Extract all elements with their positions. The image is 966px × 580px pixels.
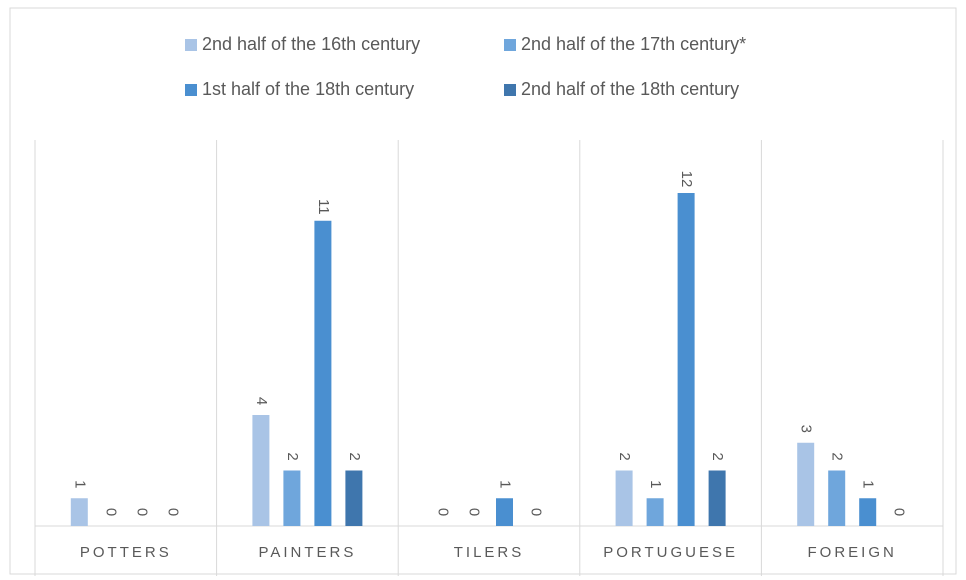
data-label: 1 <box>647 480 664 488</box>
legend-swatch <box>504 39 516 51</box>
data-label: 3 <box>798 425 815 433</box>
bar <box>859 498 877 526</box>
legend-swatch <box>185 84 197 96</box>
data-label: 0 <box>102 508 119 516</box>
legend-label: 2nd half of the 17th century* <box>521 34 746 54</box>
data-label: 11 <box>315 199 332 215</box>
data-label: 0 <box>164 508 181 516</box>
x-tick-label: TILERS <box>454 544 525 561</box>
legend-swatch <box>504 84 516 96</box>
data-label: 2 <box>829 452 846 460</box>
data-label: 2 <box>346 452 363 460</box>
data-label: 1 <box>71 480 88 488</box>
bar <box>828 470 846 526</box>
data-label: 2 <box>709 452 726 460</box>
x-tick-label: PAINTERS <box>258 544 356 561</box>
data-label: 2 <box>616 452 633 460</box>
data-label: 12 <box>678 171 695 188</box>
chart-frame <box>9 7 957 575</box>
x-tick-label: POTTERS <box>80 544 172 561</box>
data-label: 1 <box>497 480 514 488</box>
data-label: 0 <box>891 508 908 516</box>
bar <box>345 470 363 526</box>
data-label: 4 <box>253 397 270 405</box>
x-tick-label: PORTUGUESE <box>603 544 738 561</box>
bar <box>283 470 301 526</box>
legend-label: 2nd half of the 18th century <box>521 79 739 99</box>
data-label: 2 <box>284 452 301 460</box>
data-label: 0 <box>466 508 483 516</box>
bar <box>252 415 270 526</box>
bar <box>708 470 726 526</box>
bar <box>314 220 332 526</box>
legend-swatch <box>185 39 197 51</box>
legend-label: 2nd half of the 16th century <box>202 34 420 54</box>
data-label: 0 <box>435 508 452 516</box>
bar <box>70 498 88 526</box>
bar <box>797 442 815 526</box>
legend-label: 1st half of the 18th century <box>202 79 414 99</box>
data-label: 0 <box>133 508 150 516</box>
bar <box>677 193 695 526</box>
bar <box>646 498 664 526</box>
data-label: 1 <box>860 480 877 488</box>
data-label: 0 <box>528 508 545 516</box>
bar <box>496 498 513 526</box>
x-tick-label: FOREIGN <box>808 544 897 561</box>
bar <box>615 470 633 526</box>
